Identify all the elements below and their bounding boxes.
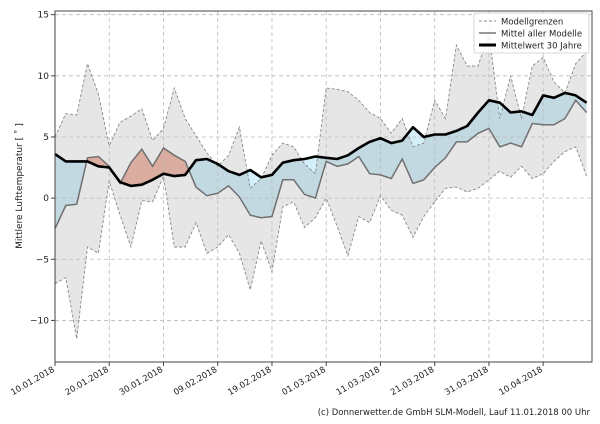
series-line-model-mean: [54, 99, 588, 230]
fill-below-climate-mean: [55, 92, 587, 229]
footer-credit: (c) Donnerwetter.de GmbH SLM-Modell, Lau…: [318, 408, 591, 418]
y-tick-label: −5: [36, 255, 49, 265]
model-range-band: [55, 33, 587, 339]
y-tick-label: 10: [38, 72, 50, 82]
series-line-model-upper-bound: [54, 32, 587, 190]
series-line-model-lower-bound: [54, 146, 588, 339]
x-tick-label: 30.01.2018: [118, 365, 165, 398]
legend-label-climate-mean: Mittelwert 30 Jahre: [501, 42, 582, 52]
y-tick-label: 15: [38, 11, 49, 21]
x-tick-label: 19.02.2018: [226, 365, 273, 398]
series-line-climate-mean: [54, 91, 588, 188]
x-tick-label: 01.03.2018: [281, 365, 328, 398]
x-tick-label: 09.02.2018: [172, 365, 219, 398]
x-tick-label: 31.03.2018: [443, 365, 490, 398]
x-tick-label: 11.03.2018: [335, 365, 382, 398]
y-tick-label: 0: [43, 194, 49, 204]
fill-layer: [55, 92, 587, 229]
legend-label-model-mean: Mittel aller Modelle: [501, 30, 582, 40]
plot-frame: [54, 10, 593, 363]
y-tick-label: −10: [30, 316, 49, 326]
legend: Modellgrenzen Mittel aller Modelle Mitte…: [473, 12, 590, 54]
x-tick-label: 20.01.2018: [64, 365, 111, 398]
x-tick-label: 10.01.2018: [9, 365, 56, 398]
legend-box: [473, 12, 590, 54]
y-axis-label: Mittlere Lufttemperatur [ ˚ ]: [14, 123, 25, 249]
x-axis: 10.01.2018 20.01.2018 30.01.2018 09.02.2018…: [9, 362, 545, 398]
lines-layer: [54, 32, 588, 339]
legend-label-model-bounds: Modellgrenzen: [501, 18, 563, 28]
x-tick-label: 21.03.2018: [389, 365, 436, 398]
model-range-layer: [55, 33, 587, 339]
y-tick-label: 5: [43, 133, 49, 143]
y-axis: −10 −5 0 5 10 15: [30, 11, 55, 326]
x-tick-label: 10.04.2018: [498, 365, 545, 398]
grid-layer: [54, 11, 592, 362]
